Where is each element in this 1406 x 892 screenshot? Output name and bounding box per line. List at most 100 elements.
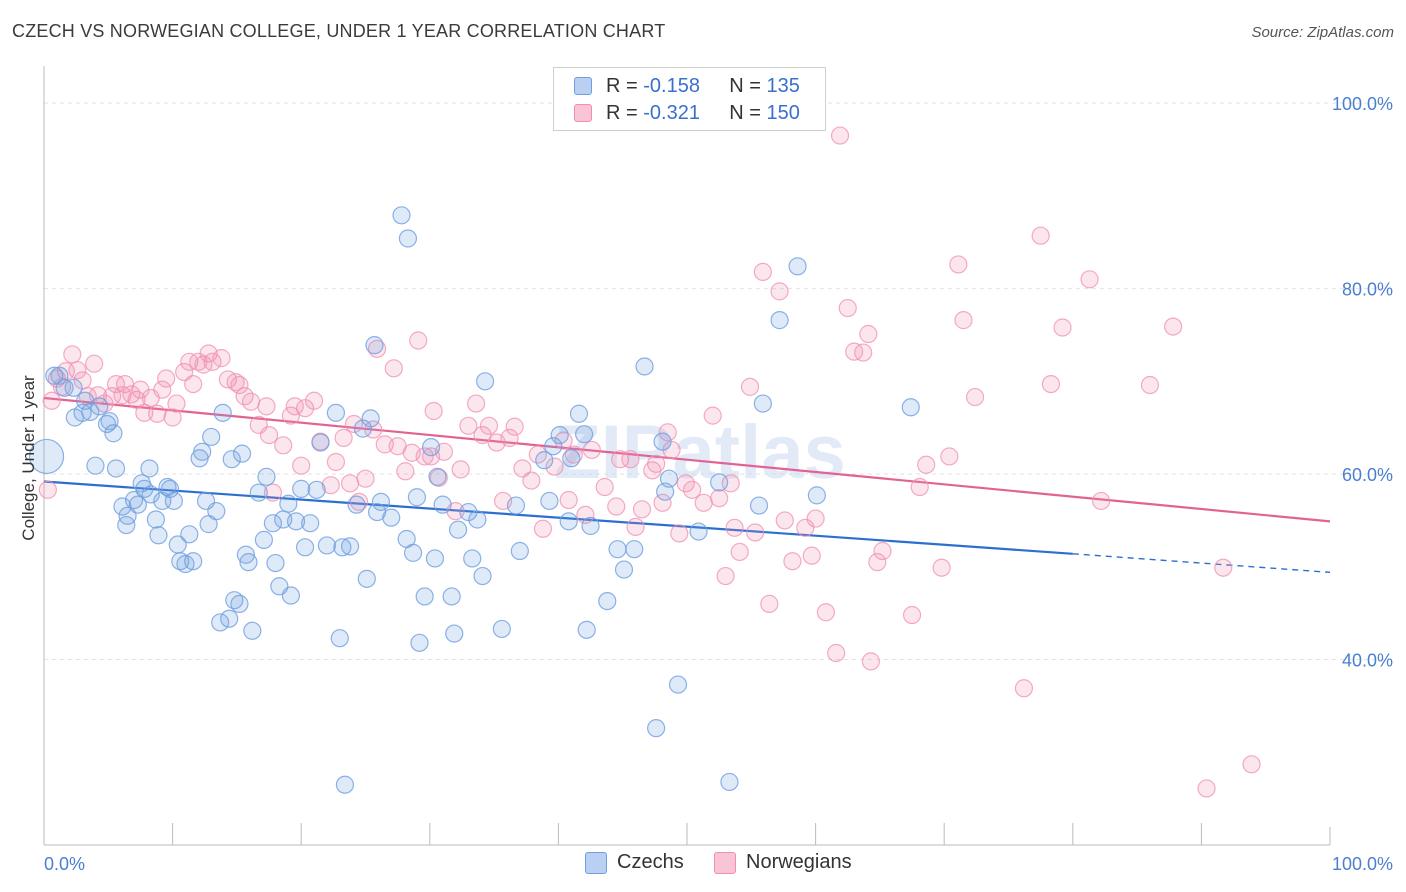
norwegians-point [473,425,492,445]
czechs-point [448,520,468,539]
norwegians-point [274,436,293,455]
norwegians-point [621,450,640,469]
czechs-point [445,624,464,643]
norwegians-point [676,474,695,493]
norwegians-point [429,468,448,487]
czechs-points [28,206,920,794]
czechs-point [222,450,241,469]
norwegians-point [902,605,922,625]
legend-r-label: R = [606,101,638,124]
czechs-point [442,587,461,606]
norwegians-label: Norwegians [746,851,852,873]
czechs-point [410,633,429,652]
czechs-point [333,538,352,557]
legend-n-value: 135 [766,74,800,97]
czechs-point [146,510,165,529]
czechs-point [540,491,559,511]
czechs-point [104,424,123,443]
czechs-point [807,486,826,505]
norwegians-point [730,542,749,562]
norwegians-point [122,385,141,404]
czechs-point [113,497,132,516]
legend-r-value: -0.321 [643,101,700,124]
norwegians-point [1197,779,1216,798]
norwegians-point [802,546,821,565]
czechs-point [614,560,634,579]
czechs-point [357,569,376,588]
norwegians-point [838,298,857,318]
norwegians-point [241,392,261,411]
czechs-point [392,206,411,225]
czechs-point [365,336,384,355]
norwegians-point [184,374,203,394]
czechs-point [668,675,688,694]
legend-n-value: 150 [766,101,800,124]
norwegians-point [576,505,595,524]
norwegians-point [647,454,666,473]
y-tick-label: 60.0% [1342,465,1393,485]
czechs-point [340,537,360,556]
czechs-point [371,492,391,511]
norwegians-point [1031,226,1050,245]
norwegians-point [167,394,186,413]
chart-title: CZECH VS NORWEGIAN COLLEGE, UNDER 1 YEAR… [12,21,666,41]
norwegians-point [153,380,172,399]
czechs-point [326,403,346,422]
norwegians-point [910,477,929,497]
norwegians-point [513,459,532,478]
norwegians-point [854,343,873,362]
czechs-point [128,495,147,514]
czechs-point [788,257,807,276]
norwegians-point [868,553,887,572]
norwegians-point [326,452,346,472]
norwegians-point [949,255,968,274]
czechs-point [211,613,230,632]
norwegians-trend-line [43,396,1331,523]
norwegians-point [859,324,878,344]
czechs-point [281,586,301,605]
norwegians-point [38,480,57,499]
series-legend-czechs: Czechs [585,851,684,874]
y-tick-label: 100.0% [1332,94,1393,114]
legend: R = -0.158 N = 135 R = -0.321 N = 150 [553,67,826,131]
norwegians-point [827,643,846,663]
czechs-point [160,479,180,498]
norwegians-point [304,391,324,410]
norwegians-point [157,369,176,388]
czechs-point [753,394,772,413]
norwegians-point [783,552,802,571]
legend-n-label: N = [729,101,761,124]
x-tick-label: 0.0% [44,854,85,874]
czechs-point [575,425,594,444]
czechs-point [243,621,262,640]
series-legend-norwegians: Norwegians [714,851,852,874]
czechs-point [659,469,679,488]
y-tick-label: 80.0% [1342,280,1393,300]
norwegians-point [861,652,880,671]
norwegians-point [694,493,713,512]
legend-row-czechs: R = -0.158 N = 135 [574,73,800,99]
norwegians-point [607,497,626,516]
norwegians-point [203,352,222,371]
czechs-point [28,438,65,475]
czechs-point [45,366,64,385]
norwegians-swatch [714,851,736,874]
norwegians-point [292,456,311,475]
legend-row-norwegians: R = -0.321 N = 150 [574,100,800,126]
norwegians-point [533,519,553,538]
norwegians-point [770,282,789,301]
czechs-point [562,449,581,468]
norwegians-point [334,428,353,447]
norwegians-point [1014,679,1034,698]
norwegians-point [466,394,486,413]
czechs-point [266,553,285,573]
series-legend: Czechs Norwegians [0,851,1406,877]
source-label: Source: ZipAtlas.com [1251,24,1394,41]
norwegians-point [148,404,167,423]
norwegians-point [63,345,82,364]
czechs-point [428,467,447,486]
czechs-point [506,496,526,515]
norwegians-point [760,594,779,613]
czechs-point [149,526,168,545]
norwegians-point [670,524,689,543]
